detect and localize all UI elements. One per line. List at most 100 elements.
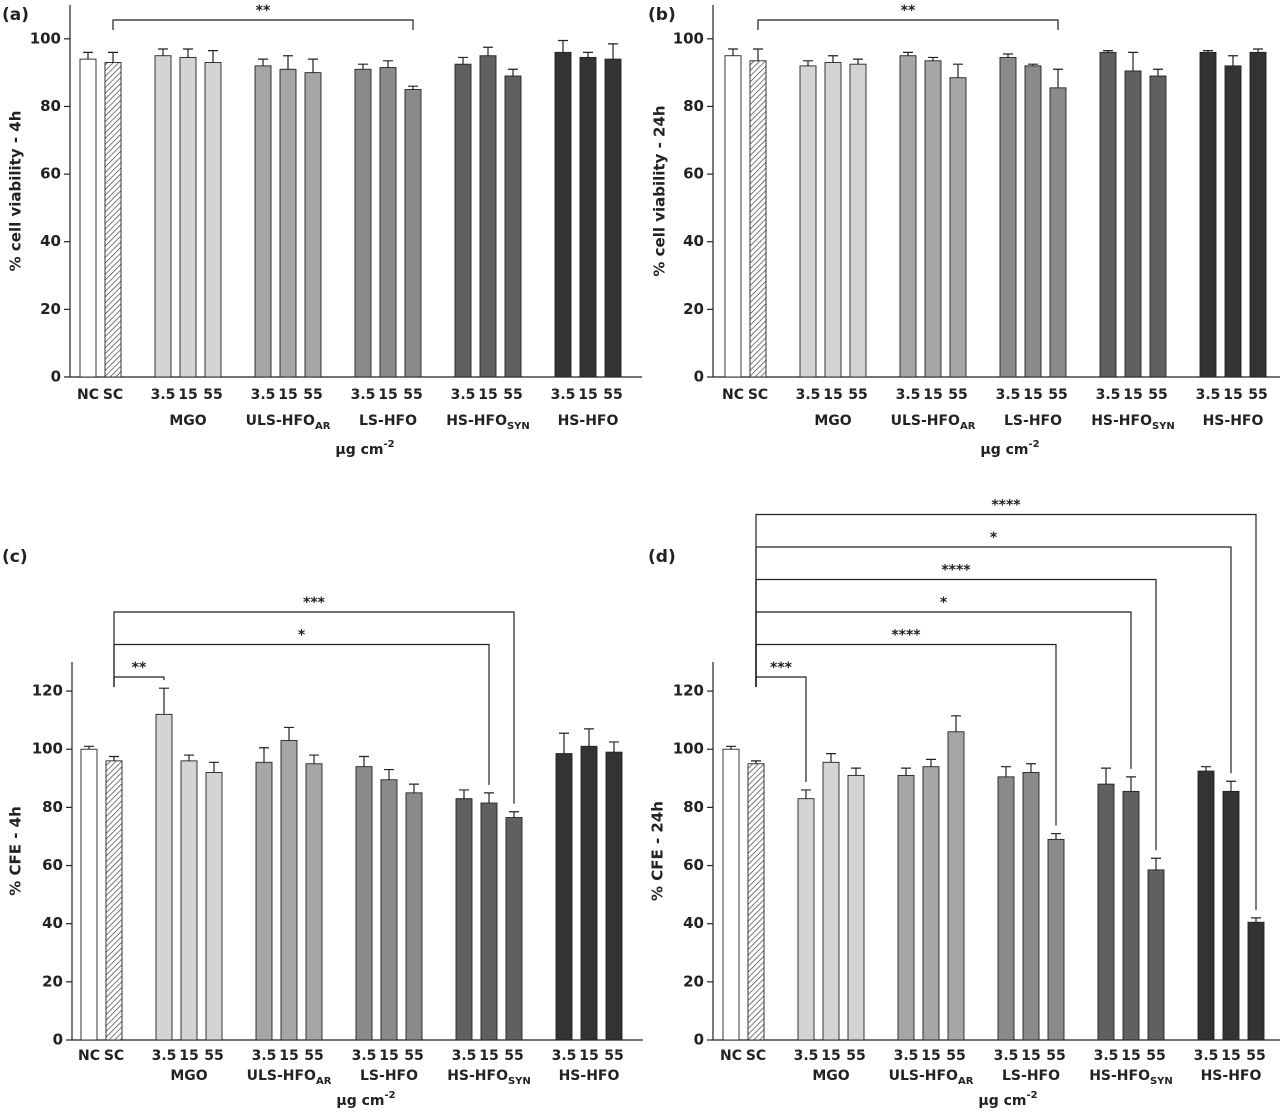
group-subscript: SYN — [1152, 421, 1175, 432]
y-tick-label: 120 — [673, 682, 704, 700]
bar — [479, 55, 497, 378]
error-bar — [409, 783, 419, 793]
group-name: MGO — [814, 413, 851, 429]
x-tick-label: 15 — [278, 387, 297, 403]
x-axis-label-text: μg cm — [978, 1093, 1026, 1109]
bar — [897, 774, 915, 1041]
group-name: HS-HFO — [447, 1068, 508, 1084]
error-bar — [608, 43, 618, 60]
error-bar — [459, 789, 469, 799]
bar — [1047, 838, 1065, 1041]
bar — [997, 776, 1015, 1041]
bar — [154, 55, 172, 378]
significance-bracket — [755, 513, 1257, 910]
panel-label: (d) — [648, 547, 676, 567]
y-tick-label: 120 — [32, 682, 63, 700]
x-tick-label: 3.5 — [551, 387, 576, 403]
error-bar — [158, 48, 168, 56]
bar — [179, 56, 197, 378]
x-axis-label-sup: -2 — [1028, 439, 1039, 450]
y-tick-label: 20 — [683, 972, 704, 990]
error-bar — [383, 60, 393, 68]
y-tick-label: 80 — [683, 798, 704, 816]
y-tick-label: 0 — [51, 368, 61, 386]
x-axis-label-text: μg cm — [336, 1093, 384, 1109]
x-tick-label: SC — [103, 387, 123, 403]
bar — [305, 763, 323, 1041]
group-name: MGO — [170, 1068, 207, 1084]
group-subscript: AR — [316, 1076, 332, 1087]
bar — [504, 75, 522, 378]
group-name: HS-HFO — [446, 413, 507, 429]
group-label: HS-HFOSYN — [1089, 1068, 1173, 1087]
y-tick-label: 40 — [42, 914, 63, 932]
panel-label: (c) — [2, 547, 28, 567]
group-name: MGO — [812, 1068, 849, 1084]
error-bar — [1203, 50, 1213, 53]
group-label: MGO — [170, 1068, 207, 1084]
x-axis-label-sup: -2 — [1026, 1090, 1037, 1101]
y-tick-label: 100 — [673, 740, 704, 758]
error-bar — [484, 792, 494, 804]
error-bar — [1103, 50, 1113, 53]
bar — [280, 740, 298, 1041]
error-bar — [726, 745, 736, 750]
panel-label: (b) — [648, 5, 676, 25]
group-name: ULS-HFO — [246, 413, 315, 429]
error-bar — [953, 63, 963, 78]
group-label: HS-HFO — [1203, 413, 1264, 429]
error-bar — [1228, 55, 1238, 66]
y-axis-label: % cell viability - 4h — [7, 111, 25, 272]
x-tick-label: 55 — [203, 387, 222, 403]
x-tick-label: SC — [748, 387, 768, 403]
error-bar — [751, 760, 761, 764]
error-bar — [358, 63, 368, 70]
x-tick-label: 15 — [379, 1048, 398, 1064]
group-label: LS-HFO — [1002, 1068, 1060, 1084]
x-tick-label: 15 — [378, 387, 397, 403]
x-tick-label: 3.5 — [796, 387, 821, 403]
y-axis-label: % CFE - 4h — [7, 806, 25, 896]
x-axis-label: μg cm-2 — [335, 439, 394, 458]
error-bar — [951, 715, 961, 732]
group-name: ULS-HFO — [889, 1068, 958, 1084]
y-tick-label: 100 — [673, 29, 704, 47]
x-tick-label: 15 — [479, 1048, 498, 1064]
error-bar — [283, 55, 293, 70]
x-tick-label: 55 — [1248, 387, 1267, 403]
group-name: HS-HFO — [1089, 1068, 1150, 1084]
error-bar — [1126, 776, 1136, 792]
error-bar — [583, 51, 593, 58]
bar — [505, 817, 523, 1041]
x-tick-label: 55 — [1148, 387, 1167, 403]
error-bar — [184, 754, 194, 761]
x-tick-label: 15 — [178, 387, 197, 403]
x-tick-label: SC — [746, 1048, 766, 1064]
bar — [579, 56, 597, 378]
x-tick-label: 55 — [403, 387, 422, 403]
bar — [405, 792, 423, 1041]
error-bar — [1028, 63, 1038, 66]
error-bar — [1053, 68, 1063, 88]
y-tick-label: 20 — [42, 972, 63, 990]
bar — [1147, 869, 1165, 1041]
x-axis-label-sup: -2 — [383, 439, 394, 450]
error-bar — [609, 741, 619, 753]
error-bar — [926, 758, 936, 767]
x-tick-label: 55 — [204, 1048, 223, 1064]
bar — [1199, 51, 1217, 378]
error-bar — [584, 728, 594, 747]
bar — [254, 65, 272, 378]
group-label: HS-HFO — [559, 1068, 620, 1084]
y-tick-label: 80 — [42, 798, 63, 816]
bar — [999, 56, 1017, 378]
significance-label: **** — [941, 563, 971, 579]
x-tick-label: 3.5 — [996, 387, 1021, 403]
error-bar — [828, 55, 838, 63]
bar — [747, 763, 765, 1041]
significance-bracket — [113, 611, 515, 804]
y-tick-label: 0 — [53, 1031, 63, 1049]
x-tick-label: 15 — [1023, 387, 1042, 403]
bar — [1097, 783, 1115, 1041]
bar — [1049, 87, 1067, 378]
